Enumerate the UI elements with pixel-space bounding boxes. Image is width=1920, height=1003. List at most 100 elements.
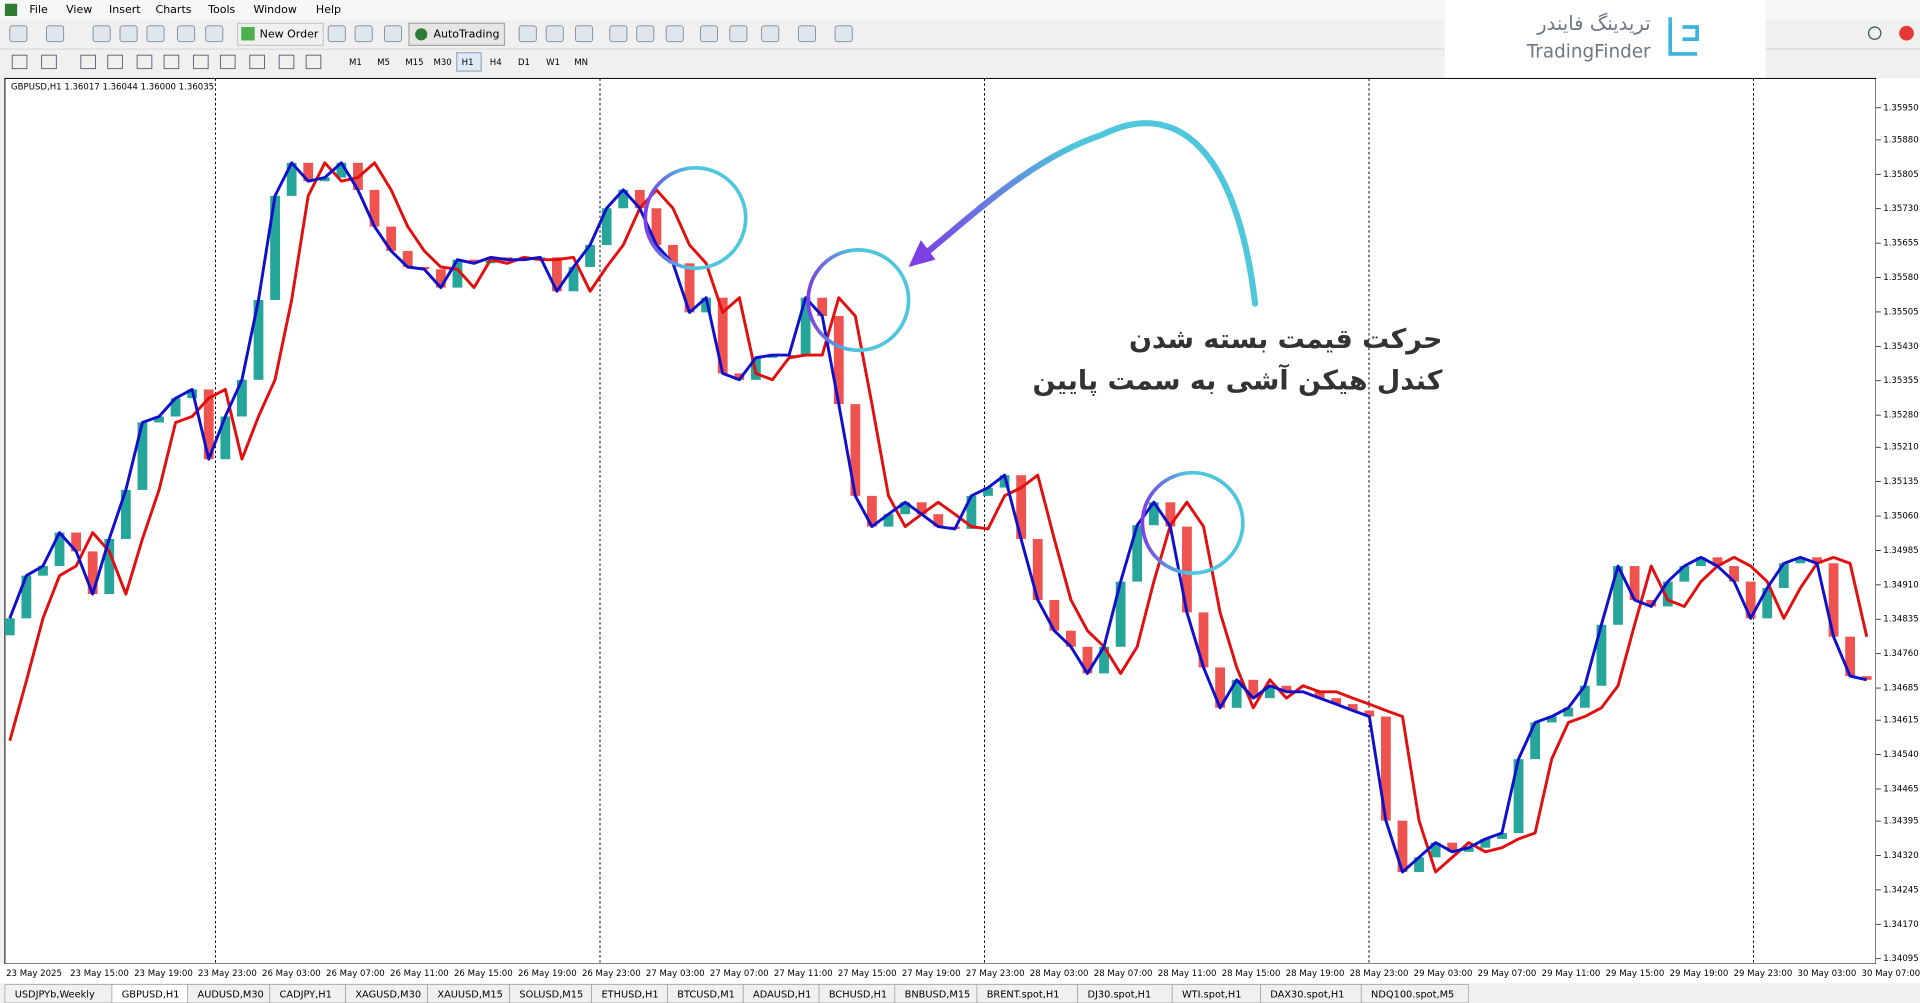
tab-label[interactable]: BTCUSD,M1 xyxy=(677,989,735,1000)
timeframe-button[interactable]: W1 xyxy=(546,58,560,68)
timeframe-button[interactable]: M5 xyxy=(377,58,390,68)
toolbar-icon[interactable] xyxy=(609,25,628,43)
toolbar-icon[interactable] xyxy=(9,25,28,43)
tool-icon[interactable] xyxy=(41,54,57,70)
tool-icon[interactable] xyxy=(193,54,209,70)
toolbar-icon[interactable] xyxy=(797,25,816,43)
toolbar-icon[interactable] xyxy=(729,25,748,43)
timeframe-button[interactable]: H4 xyxy=(490,58,502,68)
autotrading-button[interactable] xyxy=(408,22,506,46)
tab-label[interactable]: GBPUSD,H1 xyxy=(122,989,180,1000)
tab-label[interactable]: XAUUSD,M15 xyxy=(437,989,502,1000)
toolbar-icon[interactable] xyxy=(46,25,65,43)
toolbar-icon[interactable] xyxy=(354,25,373,43)
tool-icon[interactable] xyxy=(249,54,265,70)
menu-item[interactable]: Tools xyxy=(207,3,235,16)
toolbar-icon[interactable] xyxy=(92,25,111,43)
toolbar-icon[interactable] xyxy=(575,25,594,43)
tool-icon[interactable] xyxy=(305,54,322,70)
menu-item[interactable]: Window xyxy=(253,3,296,16)
timeframe-button[interactable]: H1 xyxy=(462,58,474,68)
tab-label[interactable]: ADAUSD,H1 xyxy=(753,989,811,1000)
candle-body xyxy=(867,495,877,527)
tool-icon[interactable] xyxy=(163,54,180,70)
candle-body xyxy=(452,259,463,288)
toolbar-icon[interactable] xyxy=(834,25,853,43)
tab-label[interactable]: USDJPYb,Weekly xyxy=(15,989,95,1000)
toolbar-icon[interactable] xyxy=(146,25,165,43)
x-tick-label: 26 May 15:00 xyxy=(454,969,513,979)
toolbar-icon[interactable] xyxy=(761,25,780,43)
toolbar-icon[interactable] xyxy=(384,25,403,43)
toolbar-icon[interactable] xyxy=(518,25,537,43)
tool-icon[interactable] xyxy=(136,54,153,70)
tab-label[interactable]: DAX30.spot,H1 xyxy=(1270,989,1344,1000)
tab-label[interactable]: DJ30.spot,H1 xyxy=(1087,989,1151,1000)
tab-label[interactable]: BNBUSD,M15 xyxy=(905,989,971,1000)
candle-body xyxy=(701,297,712,313)
candle-body xyxy=(253,299,264,380)
x-tick-label: 23 May 19:00 xyxy=(134,969,193,979)
menu-item[interactable]: File xyxy=(29,3,48,16)
new-order-button[interactable] xyxy=(236,22,324,46)
timeframe-button[interactable]: MN xyxy=(574,58,588,68)
toolbar-icon[interactable] xyxy=(205,25,224,43)
autotrading-label[interactable]: AutoTrading xyxy=(433,27,499,40)
x-tick-label: 28 May 19:00 xyxy=(1286,969,1345,979)
x-tick-label: 23 May 23:00 xyxy=(198,969,257,979)
y-tick-label: 1.34245 xyxy=(1883,885,1918,895)
tab-label[interactable]: ETHUSD,H1 xyxy=(601,989,658,1000)
candle-body xyxy=(270,195,280,300)
candle-body xyxy=(1364,710,1375,717)
candle-body xyxy=(469,259,479,264)
tab-label[interactable]: NDQ100.spot,M5 xyxy=(1371,989,1454,1000)
menu-item[interactable]: Insert xyxy=(109,3,141,16)
tab-label[interactable]: BRENT.spot,H1 xyxy=(987,989,1060,1000)
tab-label[interactable]: CADJPY,H1 xyxy=(280,989,332,1000)
toolbar-icon[interactable] xyxy=(327,25,346,43)
timeframe-button[interactable]: D1 xyxy=(518,58,530,68)
y-tick-label: 1.34615 xyxy=(1883,716,1918,726)
y-tick-label: 1.35280 xyxy=(1883,411,1918,421)
menu-item[interactable]: Help xyxy=(316,3,341,16)
tool-icon[interactable] xyxy=(278,54,295,70)
tab-label[interactable]: XAGUSD,M30 xyxy=(355,989,421,1000)
x-tick-label: 27 May 15:00 xyxy=(838,969,897,979)
tool-icon[interactable] xyxy=(219,54,236,70)
new-order-label[interactable]: New Order xyxy=(260,27,319,40)
candle-body xyxy=(1546,716,1557,723)
menu-item[interactable]: Charts xyxy=(156,3,192,16)
autotrading-icon xyxy=(415,28,428,41)
tab-label[interactable]: WTI.spot,H1 xyxy=(1182,989,1241,1000)
candle-body xyxy=(651,208,662,245)
toolbar-icon[interactable] xyxy=(636,25,655,43)
x-tick-label: 27 May 11:00 xyxy=(774,969,833,979)
timeframe-button[interactable]: M30 xyxy=(433,58,451,68)
candle-body xyxy=(1845,636,1856,677)
toolbar-icon[interactable] xyxy=(665,25,684,43)
candle-body xyxy=(1281,685,1292,692)
tool-icon[interactable] xyxy=(107,54,123,70)
candle-body xyxy=(170,398,181,417)
timeframe-button[interactable]: M15 xyxy=(405,58,423,68)
toolbar-icon[interactable] xyxy=(177,25,196,43)
candle-body xyxy=(38,566,48,576)
timeframe-button[interactable]: M1 xyxy=(349,58,362,68)
tab-label[interactable]: BCHUSD,H1 xyxy=(829,989,887,1000)
toolbar-icon[interactable] xyxy=(119,25,138,43)
candle-body xyxy=(1778,563,1789,589)
toolbar-icon[interactable] xyxy=(545,25,564,43)
menu-item[interactable]: View xyxy=(66,3,92,16)
tab-label[interactable]: SOLUSD,M15 xyxy=(519,989,583,1000)
toolbar-icon[interactable] xyxy=(699,25,718,43)
new-order-icon xyxy=(241,27,255,41)
tool-icon[interactable] xyxy=(11,54,28,70)
candle-body xyxy=(900,502,910,515)
candle-body xyxy=(1696,557,1706,567)
highlight-circle xyxy=(643,165,748,271)
tab-label[interactable]: AUDUSD,M30 xyxy=(198,989,264,1000)
candle-body xyxy=(850,404,861,496)
plot xyxy=(4,161,1872,874)
candle-body xyxy=(1381,716,1391,821)
tool-icon[interactable] xyxy=(80,54,96,70)
